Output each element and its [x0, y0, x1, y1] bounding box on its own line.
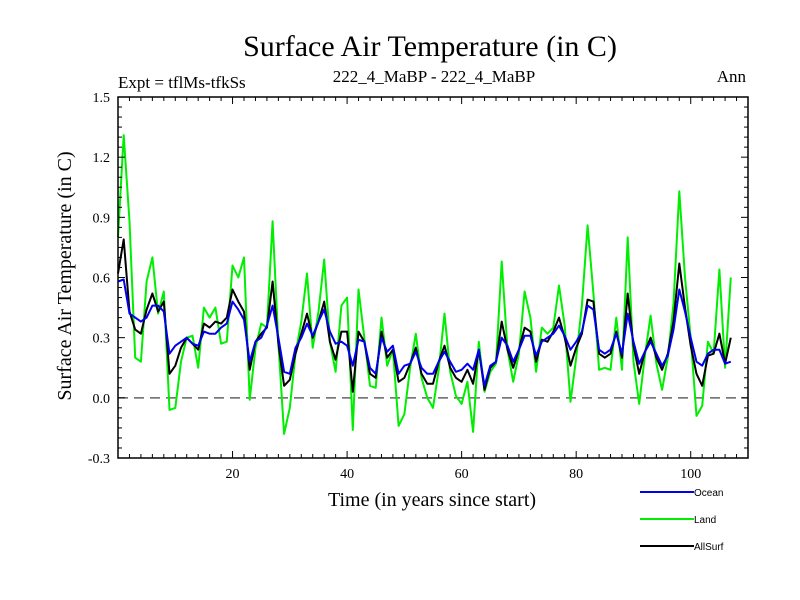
- x-tick-label: 40: [340, 467, 354, 482]
- legend-label-allsurf: AllSurf: [694, 542, 724, 553]
- y-axis-label: Surface Air Temperature (in C): [54, 151, 76, 400]
- chart-title: Surface Air Temperature (in C): [243, 30, 617, 63]
- series-line-ocean: [117, 278, 732, 387]
- legend: Ocean Land AllSurf: [640, 488, 724, 553]
- y-tick-label: 0.9: [93, 211, 111, 226]
- season-label: Ann: [717, 67, 747, 86]
- y-tick-label: 0.6: [93, 272, 111, 287]
- y-tick-label: -0.3: [88, 452, 110, 467]
- y-tick-label: 0.0: [93, 392, 111, 407]
- x-tick-label: 80: [569, 467, 583, 482]
- chart-subtitle: 222_4_MaBP - 222_4_MaBP: [333, 67, 535, 86]
- y-tick-label: 0.3: [93, 332, 111, 347]
- x-tick-label: 100: [680, 467, 701, 482]
- y-tick-label: 1.2: [93, 151, 111, 166]
- legend-label-ocean: Ocean: [694, 488, 723, 499]
- experiment-label: Expt = tflMs-tfkSs: [118, 73, 246, 92]
- x-axis-label: Time (in years since start): [328, 489, 536, 511]
- legend-label-land: Land: [694, 515, 716, 526]
- x-tick-label: 20: [226, 467, 240, 482]
- series-line-allsurf: [117, 238, 732, 393]
- y-tick-label: 1.5: [93, 91, 111, 106]
- x-tick-label: 60: [455, 467, 469, 482]
- series-line-land: [117, 134, 732, 435]
